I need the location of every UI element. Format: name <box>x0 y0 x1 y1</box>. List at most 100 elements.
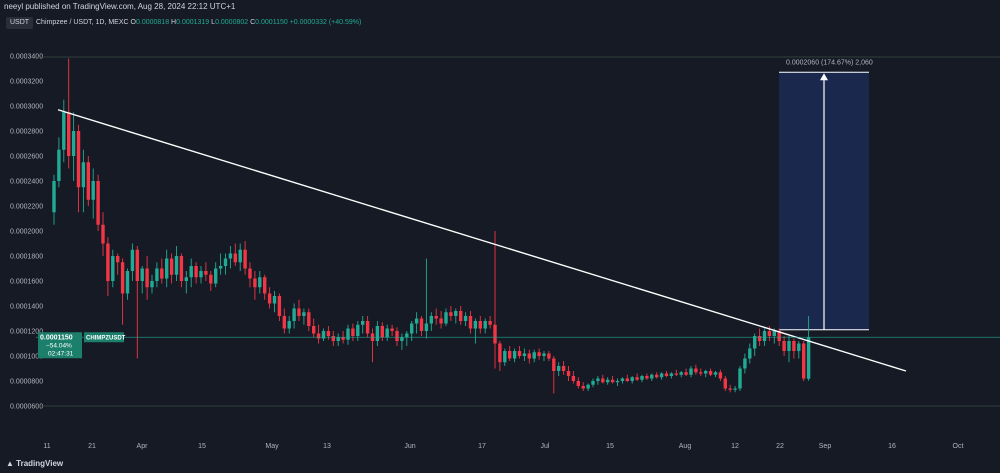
candle-body-down <box>610 379 615 383</box>
candle-body-down <box>655 374 659 378</box>
candle-body-down <box>341 337 345 340</box>
candle-body-up <box>743 358 747 369</box>
candle-body-up <box>532 352 536 359</box>
price-axis-label: 0.0003200 <box>10 79 43 86</box>
candle-body-down <box>204 271 208 275</box>
candle-body-down <box>566 371 571 376</box>
candle-body-down <box>757 336 762 341</box>
candle-body-up <box>321 331 326 339</box>
price-axis-label: 0.0002600 <box>10 154 43 161</box>
close-label: C <box>250 19 256 26</box>
symbol-tag-background <box>84 332 124 343</box>
measure-label: 0.0002060 (174.67%) 2,060 <box>786 59 873 66</box>
candle-body-up <box>659 373 664 378</box>
price-axis-label: 0.0001600 <box>10 279 43 286</box>
candle-body-up <box>228 253 233 259</box>
candle-body-up <box>71 131 76 156</box>
candlestick-series[interactable] <box>52 58 811 394</box>
candle-body-down <box>326 331 331 336</box>
candle-body-down <box>395 331 399 341</box>
candle-body-down <box>169 258 174 275</box>
candle-body-up <box>463 316 468 321</box>
candle-body-up <box>238 249 242 263</box>
candle-body-up <box>454 311 458 316</box>
candle-body-down <box>459 311 463 321</box>
candle-body-up <box>410 323 414 334</box>
time-axis-label: 17 <box>478 443 486 450</box>
candle-body-down <box>76 131 81 188</box>
candle-body-up <box>689 368 693 375</box>
candle-body-down <box>316 333 321 339</box>
candle-body-down <box>351 328 355 336</box>
candle-body-up <box>424 323 429 331</box>
candle-body-up <box>292 308 296 321</box>
candle-body-down <box>277 296 282 316</box>
time-axis-label: Oct <box>953 443 964 450</box>
candle-body-down <box>267 293 272 304</box>
candle-body-down <box>777 331 781 341</box>
candle-body-down <box>390 328 394 331</box>
candle-body-down <box>243 249 247 269</box>
candle-body-up <box>214 268 218 284</box>
candle-body-down <box>253 278 257 288</box>
candle-body-down <box>263 277 267 294</box>
tradingview-logo[interactable]: ▲ TradingView <box>6 459 63 468</box>
candle-body-down <box>723 378 727 389</box>
candle-body-up <box>557 366 561 371</box>
currency-badge[interactable]: USDT <box>6 17 34 29</box>
low-value: 0.0000802 <box>215 19 249 26</box>
candle-body-down <box>571 376 576 381</box>
candle-body-up <box>150 281 154 288</box>
candle-body-up <box>522 353 527 356</box>
candle-body-down <box>635 377 639 380</box>
candle-body-up <box>669 373 674 376</box>
candle-body-up <box>130 249 135 271</box>
candle-body-up <box>542 353 546 356</box>
time-axis-label: Aug <box>679 443 692 450</box>
candle-body-up <box>361 321 365 325</box>
time-axis-label: Apr <box>137 443 149 450</box>
candle-body-down <box>508 351 512 359</box>
candle-body-down <box>67 112 71 156</box>
candle-body-up <box>174 256 179 275</box>
candle-body-down <box>478 321 482 329</box>
candle-body-up <box>738 368 742 389</box>
close-value: 0.0001150 <box>255 19 288 26</box>
candle-body-down <box>96 181 100 225</box>
candle-body-down <box>547 353 551 359</box>
candle-body-down <box>120 262 125 294</box>
candle-body-up <box>483 321 487 329</box>
candle-body-up <box>140 268 144 281</box>
time-axis-label: 11 <box>43 443 50 450</box>
candle-body-down <box>331 336 335 341</box>
descending-trendline[interactable] <box>57 109 907 372</box>
time-axis[interactable]: 11 21 Apr 15 May 13 Jun 17 Jul 15 Aug 12 22 Sep 16 Oct <box>43 443 963 450</box>
time-axis-label: 15 <box>606 443 614 450</box>
symbol-line[interactable]: Chimpzee / USDT, 1D, MEXC <box>36 19 129 26</box>
time-axis-label: 13 <box>323 443 331 450</box>
price-axis-label: 0.0001800 <box>10 254 43 261</box>
candle-body-up <box>733 388 737 390</box>
footer: ▲ TradingView <box>0 457 1000 473</box>
candle-body-down <box>194 266 198 278</box>
candle-body-up <box>62 112 66 150</box>
candle-body-up <box>111 256 115 281</box>
candle-body-up <box>272 296 277 304</box>
measure-label-group: 0.0002060 (174.67%) 2,060 <box>786 59 873 66</box>
price-axis[interactable]: 0.0003400 0.0003200 0.0003000 0.0002800 0.00… <box>10 54 43 411</box>
candle-body-up <box>199 271 203 278</box>
candle-body-up <box>356 324 360 336</box>
candle-body-down <box>498 343 502 363</box>
candle-body-down <box>664 373 669 376</box>
candle-body-down <box>802 343 806 379</box>
candle-body-down <box>101 224 105 244</box>
candle-body-down <box>792 341 796 351</box>
price-axis-label: 0.0002200 <box>10 204 43 211</box>
price-axis-label: 0.0002000 <box>10 229 43 236</box>
price-axis-label: 0.0003000 <box>10 104 43 111</box>
price-chart[interactable]: 0.0003400 0.0003200 0.0003000 0.0002800 0.00… <box>0 30 1000 454</box>
candle-body-down <box>209 274 213 284</box>
candle-body-up <box>165 258 169 279</box>
candle-body-up <box>405 333 409 338</box>
high-value: 0.0001319 <box>176 19 210 26</box>
